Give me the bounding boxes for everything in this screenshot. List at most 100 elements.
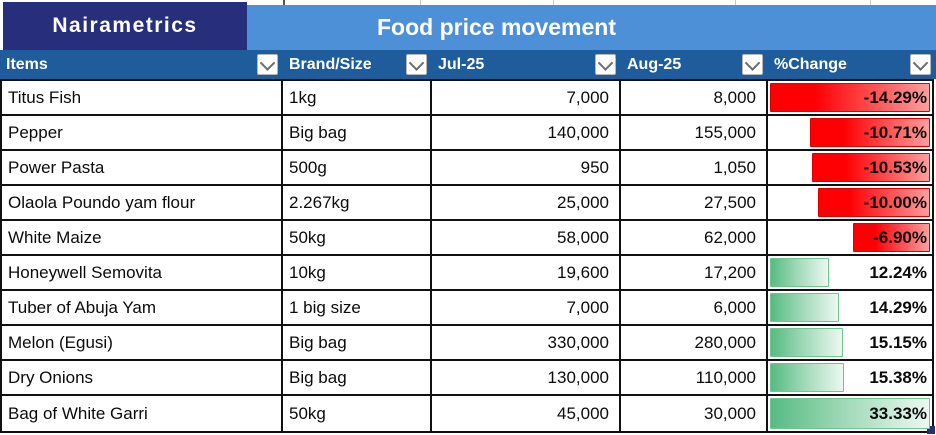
sheet-top-strip xyxy=(0,0,936,5)
pct-change-cell[interactable]: -10.00% xyxy=(768,186,932,221)
aug-price-cell[interactable]: 27,500 xyxy=(621,186,768,221)
aug-price-cell-text: 110,000 xyxy=(695,367,756,387)
aug-price-cell-text: 30,000 xyxy=(704,403,756,423)
aug-price-cell[interactable]: 280,000 xyxy=(621,326,768,361)
jul-price-cell-text: 45,000 xyxy=(557,403,609,423)
table-row: Olaola Poundo yam flour 2.267kg 25,000 27,5… xyxy=(2,186,932,221)
item-cell-text: White Maize xyxy=(8,227,102,247)
pct-change-cell[interactable]: -6.90% xyxy=(768,221,932,256)
pct-change-cell[interactable]: -14.29% xyxy=(768,81,932,116)
jul-price-cell[interactable]: 7,000 xyxy=(432,291,621,326)
item-cell[interactable]: Dry Onions xyxy=(2,361,283,396)
brand-size-cell[interactable]: Big bag xyxy=(283,361,432,396)
item-cell[interactable]: Tuber of Abuja Yam xyxy=(2,291,283,326)
brand-size-cell[interactable]: 50kg xyxy=(283,221,432,256)
filter-dropdown-button-pct-change[interactable] xyxy=(910,54,931,75)
jul-price-cell[interactable]: 950 xyxy=(432,151,621,186)
table-row: Melon (Egusi) Big bag 330,000 280,000 15.15% xyxy=(2,326,932,361)
aug-price-cell[interactable]: 6,000 xyxy=(621,291,768,326)
pct-change-text: -10.71% xyxy=(863,122,927,142)
gridline-tick xyxy=(283,0,285,5)
brand-size-cell[interactable]: 1 big size xyxy=(283,291,432,326)
pct-change-cell[interactable]: 12.24% xyxy=(768,256,932,291)
jul-price-cell[interactable]: 7,000 xyxy=(432,81,621,116)
item-cell[interactable]: Honeywell Semovita xyxy=(2,256,283,291)
filter-dropdown-button-brand-size[interactable] xyxy=(406,54,427,75)
item-cell-text: Olaola Poundo yam flour xyxy=(8,192,196,212)
jul-price-cell[interactable]: 330,000 xyxy=(432,326,621,361)
chevron-down-icon xyxy=(259,55,276,71)
jul-price-cell[interactable]: 130,000 xyxy=(432,361,621,396)
aug-price-cell[interactable]: 155,000 xyxy=(621,116,768,151)
brand-size-cell[interactable]: Big bag xyxy=(283,326,432,361)
jul-price-cell[interactable]: 45,000 xyxy=(432,396,621,431)
positive-data-bar xyxy=(770,328,843,357)
item-cell[interactable]: Bag of White Garri xyxy=(2,396,283,431)
jul-price-cell[interactable]: 19,600 xyxy=(432,256,621,291)
negative-data-bar xyxy=(852,223,930,252)
item-cell-text: Bag of White Garri xyxy=(8,403,148,423)
aug-price-cell-text: 27,500 xyxy=(704,192,756,212)
pct-change-text: -14.29% xyxy=(863,87,927,107)
jul-price-cell[interactable]: 58,000 xyxy=(432,221,621,256)
brand-size-cell[interactable]: 2.267kg xyxy=(283,186,432,221)
filter-dropdown-button-aug-25[interactable] xyxy=(742,54,763,75)
aug-price-cell[interactable]: 30,000 xyxy=(621,396,768,431)
jul-price-cell[interactable]: 140,000 xyxy=(432,116,621,151)
table-row: White Maize 50kg 58,000 62,000 -6.90% xyxy=(2,221,932,256)
jul-price-cell[interactable]: 25,000 xyxy=(432,186,621,221)
table-row: Power Pasta 500g 950 1,050 -10.53% xyxy=(2,151,932,186)
pct-change-cell[interactable]: 15.38% xyxy=(768,361,932,396)
header-cell-aug-25[interactable]: Aug-25 xyxy=(621,50,768,79)
header-cell-pct-change[interactable]: %Change xyxy=(768,50,936,79)
positive-data-bar xyxy=(770,293,839,322)
brand-size-cell-text: Big bag xyxy=(289,367,347,387)
aug-price-cell-text: 1,050 xyxy=(713,157,756,177)
header-cell-brand-size[interactable]: Brand/Size xyxy=(283,50,432,79)
header-cell-items[interactable]: Items xyxy=(0,50,283,79)
item-cell[interactable]: Titus Fish xyxy=(2,81,283,116)
selection-handle[interactable] xyxy=(927,426,935,434)
item-cell[interactable]: Olaola Poundo yam flour xyxy=(2,186,283,221)
jul-price-cell-text: 58,000 xyxy=(557,227,609,247)
table-body: Titus Fish 1kg 7,000 8,000 -14.29% Pepper Big … xyxy=(0,79,934,433)
brand-size-cell[interactable]: 50kg xyxy=(283,396,432,431)
item-cell[interactable]: Power Pasta xyxy=(2,151,283,186)
header-cell-jul-25[interactable]: Jul-25 xyxy=(432,50,621,79)
aug-price-cell[interactable]: 8,000 xyxy=(621,81,768,116)
brand-size-cell-text: Big bag xyxy=(289,332,347,352)
brand-size-cell-text: 500g xyxy=(289,157,327,177)
pct-change-cell[interactable]: -10.71% xyxy=(768,116,932,151)
aug-price-cell-text: 155,000 xyxy=(694,122,756,142)
brand-size-cell-text: 50kg xyxy=(289,403,326,423)
item-cell[interactable]: Pepper xyxy=(2,116,283,151)
aug-price-cell[interactable]: 110,000 xyxy=(621,361,768,396)
pct-change-cell[interactable]: 15.15% xyxy=(768,326,932,361)
filter-dropdown-button-jul-25[interactable] xyxy=(595,54,616,75)
pct-change-text: 15.38% xyxy=(869,367,927,387)
brand-size-cell[interactable]: 500g xyxy=(283,151,432,186)
jul-price-cell-text: 140,000 xyxy=(547,122,609,142)
table-row: Honeywell Semovita 10kg 19,600 17,200 12.24% xyxy=(2,256,932,291)
chevron-down-icon xyxy=(597,55,614,71)
pct-change-cell[interactable]: 14.29% xyxy=(768,291,932,326)
jul-price-cell-text: 330,000 xyxy=(547,332,609,352)
title-banner: Food price movement xyxy=(247,5,936,50)
pct-change-cell[interactable]: -10.53% xyxy=(768,151,932,186)
item-cell-text: Dry Onions xyxy=(8,367,94,387)
table-row: Pepper Big bag 140,000 155,000 -10.71% xyxy=(2,116,932,151)
aug-price-cell[interactable]: 1,050 xyxy=(621,151,768,186)
filter-dropdown-button-items[interactable] xyxy=(257,54,278,75)
negative-data-bar xyxy=(810,118,930,147)
brand-size-cell[interactable]: 10kg xyxy=(283,256,432,291)
pct-change-cell[interactable]: 33.33% xyxy=(768,396,932,431)
pct-change-text: -6.90% xyxy=(873,227,927,247)
aug-price-cell[interactable]: 17,200 xyxy=(621,256,768,291)
aug-price-cell[interactable]: 62,000 xyxy=(621,221,768,256)
item-cell[interactable]: Melon (Egusi) xyxy=(2,326,283,361)
jul-price-cell-text: 950 xyxy=(580,157,609,177)
brand-size-cell[interactable]: Big bag xyxy=(283,116,432,151)
brand-size-cell[interactable]: 1kg xyxy=(283,81,432,116)
item-cell[interactable]: White Maize xyxy=(2,221,283,256)
